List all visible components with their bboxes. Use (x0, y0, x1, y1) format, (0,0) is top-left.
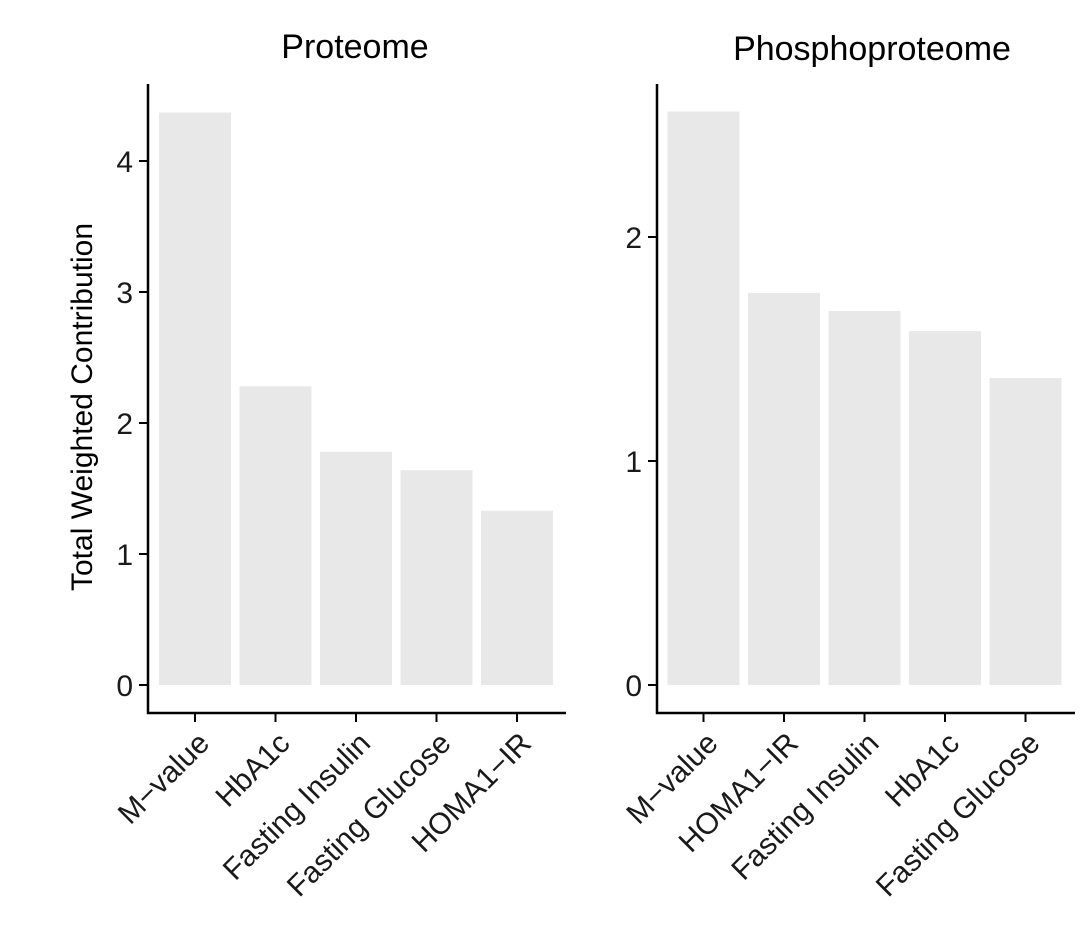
phosphoproteome-bar (989, 378, 1062, 685)
proteome-y-tick-label: 4 (116, 146, 133, 179)
phosphoproteome-title: Phosphoproteome (733, 30, 1011, 68)
proteome-y-tick-label: 2 (116, 408, 133, 441)
phosphoproteome-y-tick-label: 1 (625, 446, 642, 479)
phosphoproteome-bars (667, 111, 1062, 685)
proteome-y-tick-label: 0 (116, 670, 133, 703)
proteome-bar (400, 470, 473, 685)
phosphoproteome-bar (909, 331, 981, 685)
phosphoproteome-category-label: Fasting Insulin (725, 727, 885, 887)
proteome-title: Proteome (281, 28, 428, 66)
phosphoproteome-y-tick-label: 0 (625, 670, 642, 703)
proteome-y-tick-label: 3 (116, 277, 133, 310)
proteome-bar (159, 112, 231, 685)
proteome-y-ticks: 0 1 2 3 4 (116, 146, 148, 703)
phosphoproteome-axes (655, 84, 1075, 715)
proteome-bar (481, 510, 553, 685)
y-axis-label: Total Weighted Contribution (66, 223, 99, 591)
phosphoproteome-y-ticks: 0 1 2 (625, 222, 657, 703)
phosphoproteome-bar (748, 293, 820, 685)
phosphoproteome-bar (667, 111, 740, 685)
proteome-y-tick-label: 1 (116, 539, 133, 572)
phosphoproteome-y-tick-label: 2 (625, 222, 642, 255)
proteome-bar (320, 451, 392, 685)
proteome-panel: Proteome Total Weighted Contribution 0 1 2… (66, 28, 566, 903)
phosphoproteome-bar (828, 310, 901, 685)
phosphoproteome-panel: Phosphoproteome 0 1 2 M−valueHOMA1−IRFasti… (620, 30, 1075, 903)
proteome-axes (146, 84, 566, 715)
proteome-bars (159, 112, 553, 685)
proteome-bar (239, 386, 312, 685)
proteome-category-label: M−value (112, 727, 216, 831)
